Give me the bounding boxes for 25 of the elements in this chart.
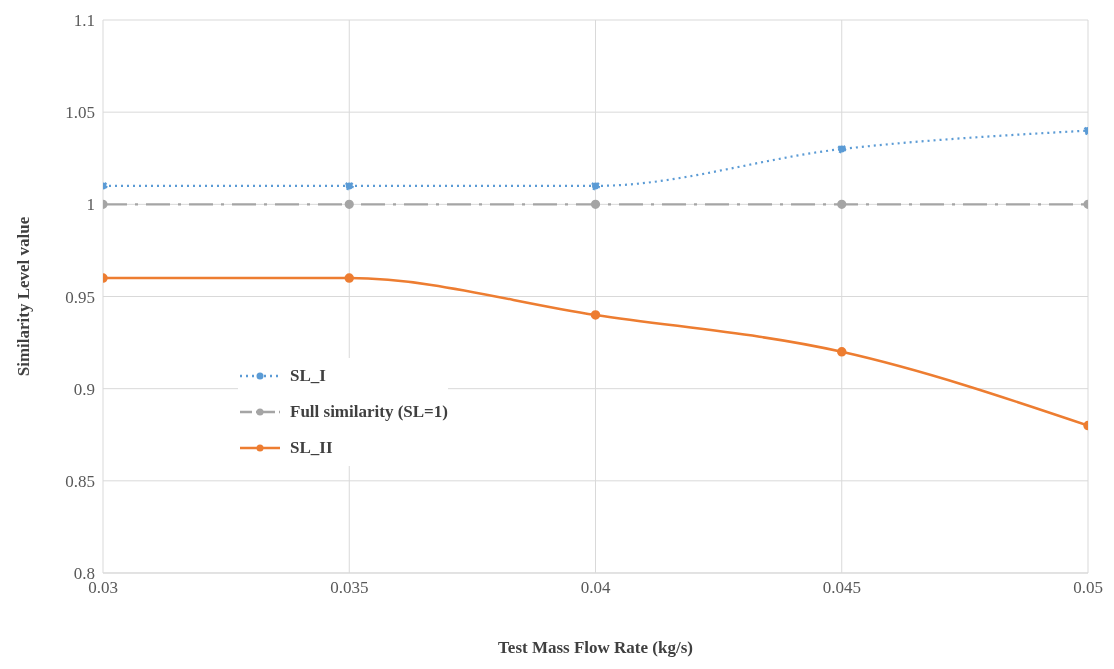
y-tick-label: 0.85 [65, 471, 95, 491]
legend-label: SL_I [290, 366, 326, 386]
y-axis-title: Similarity Level value [14, 216, 34, 377]
x-tick-label: 0.03 [88, 578, 118, 598]
y-tick-label: 1.1 [73, 11, 95, 31]
point [344, 273, 354, 283]
point [590, 181, 601, 191]
y-tick-label: 1 [86, 195, 95, 215]
point [344, 199, 354, 209]
legend-label: Full similarity (SL=1) [290, 402, 448, 422]
y-tick-label: 1.05 [65, 103, 95, 123]
x-tick-label: 0.04 [580, 578, 611, 598]
point [837, 347, 847, 357]
y-tick-label: 0.95 [65, 287, 95, 307]
y-tick-label: 0.9 [73, 379, 95, 399]
x-tick-label: 0.045 [822, 578, 861, 598]
point [590, 310, 601, 320]
x-axis-title: Test Mass Flow Rate (kg/s) [498, 638, 693, 657]
legend-label: SL_II [290, 438, 333, 458]
point [837, 199, 847, 209]
x-tick-label: 0.035 [330, 578, 369, 598]
point [590, 199, 601, 209]
x-tick-label: 0.05 [1073, 578, 1103, 598]
point [837, 144, 847, 154]
point [344, 181, 354, 191]
